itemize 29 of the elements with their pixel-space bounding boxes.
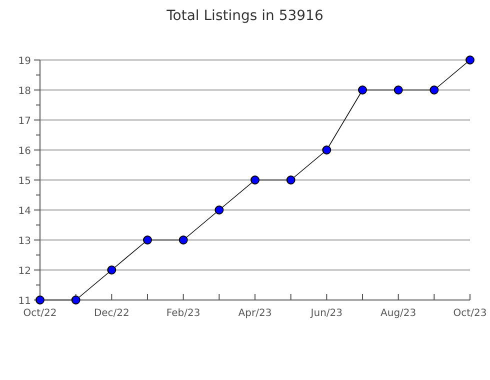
point — [430, 86, 439, 94]
x-tick-label: Apr/23 — [238, 308, 272, 319]
x-tick-label: Aug/23 — [380, 308, 416, 319]
y-tick-label: 17 — [18, 116, 31, 127]
y-tick-label: 19 — [18, 56, 31, 67]
x-tick-label: Jun/23 — [310, 308, 343, 319]
x-tick-label: Oct/22 — [23, 308, 57, 319]
x-tick-label: Oct/23 — [453, 308, 487, 319]
point — [178, 236, 188, 244]
y-tick-label: 16 — [18, 146, 31, 157]
point — [143, 236, 152, 244]
point — [394, 86, 403, 94]
y-tick-label: 15 — [18, 176, 31, 187]
y-tick-label: 14 — [18, 206, 31, 217]
point — [107, 266, 116, 274]
x-tick-label: Dec/22 — [94, 308, 130, 319]
point — [358, 86, 367, 94]
point — [214, 206, 224, 214]
y-tick-label: 11 — [18, 296, 31, 307]
point — [71, 296, 80, 304]
point — [250, 176, 260, 184]
point — [286, 176, 296, 184]
y-tick-label: 18 — [18, 86, 31, 97]
y-tick-label: 13 — [18, 236, 31, 247]
point — [466, 56, 474, 64]
y-tick-label: 12 — [18, 266, 31, 277]
x-tick-label: Feb/23 — [166, 308, 200, 319]
chart-title: Total Listings in 53916 — [166, 8, 324, 24]
point — [322, 146, 332, 154]
